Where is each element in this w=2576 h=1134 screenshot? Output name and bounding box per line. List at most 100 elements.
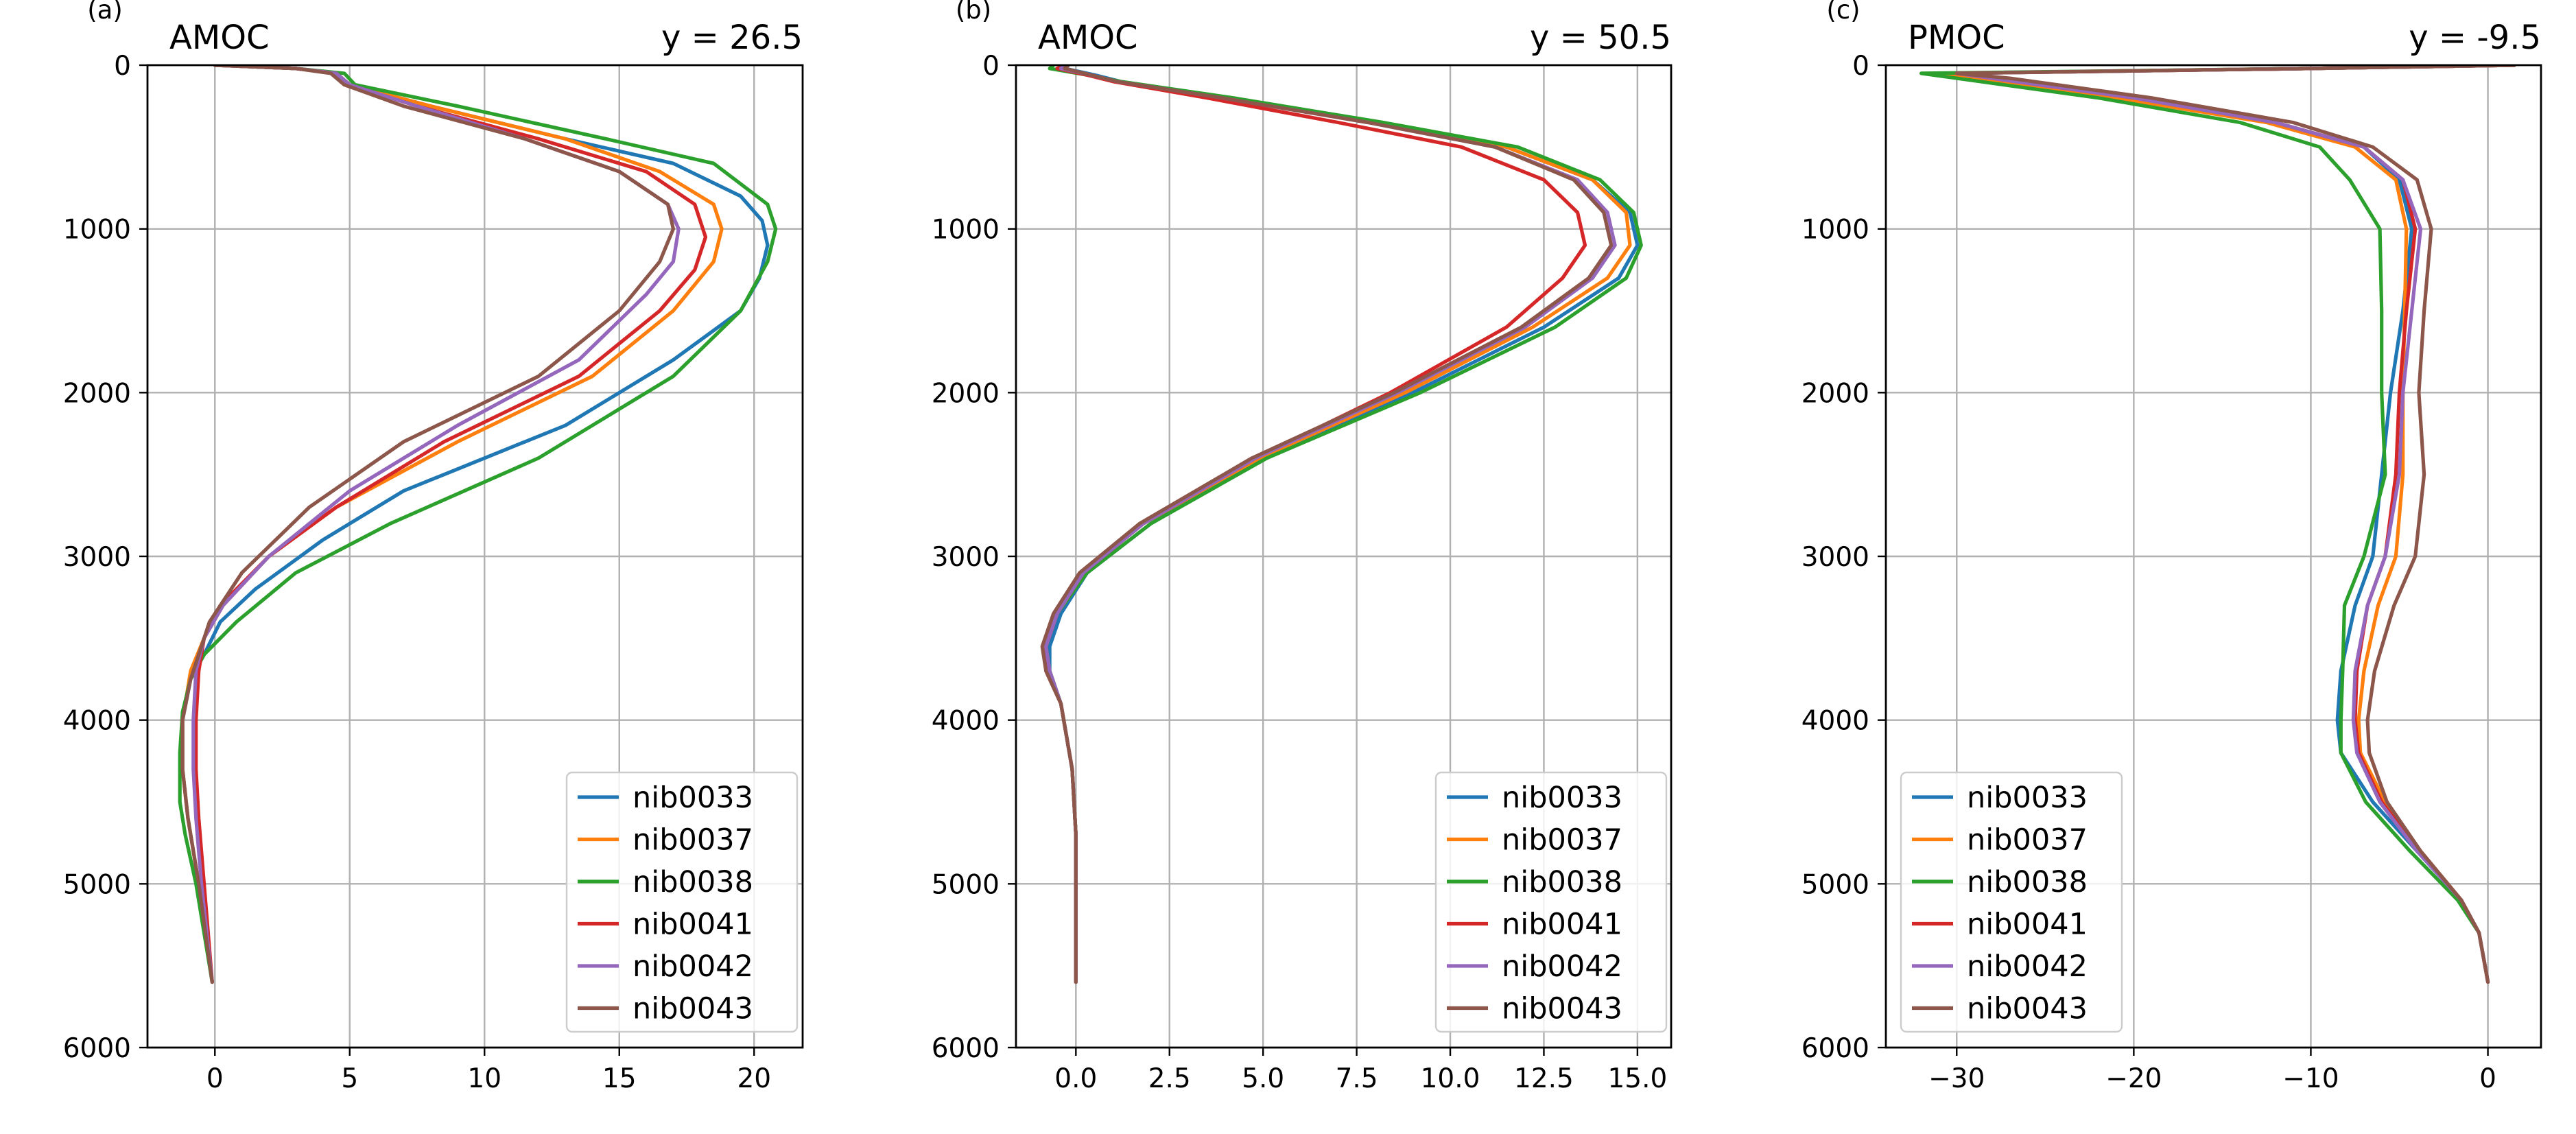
panel-a: 0 5 10 15 20 0 1000 2000 3000 4000 5000 6000 AMOC y =… — [63, 0, 804, 1094]
x-tick-label: 2.5 — [1148, 1063, 1191, 1094]
y-tick-label: 4000 — [63, 706, 131, 737]
y-tick-label: 4000 — [1801, 706, 1869, 737]
legend: nib0033 nib0037 nib0038 nib0041 nib0042 nib00… — [1434, 771, 1668, 1033]
x-tick-label: 5.0 — [1242, 1063, 1284, 1094]
panel-label: (b) — [956, 0, 991, 25]
legend-label: nib0033 — [1502, 781, 1622, 815]
y-tick-label: 5000 — [63, 869, 131, 900]
y-tick-label: 0 — [114, 51, 131, 82]
legend-box — [565, 771, 799, 1033]
x-tick-label: 0 — [2479, 1063, 2496, 1094]
legend-label: nib0038 — [1967, 865, 2088, 899]
legend-item-nib0033: nib0033 — [1912, 781, 2088, 815]
legend: nib0033 nib0037 nib0038 nib0041 nib0042 nib00… — [565, 771, 799, 1033]
series-line-nib0043 — [1040, 65, 1614, 984]
legend-item-nib0038: nib0038 — [578, 865, 753, 899]
legend-box — [1434, 771, 1668, 1033]
x-tick-label: 10 — [467, 1063, 501, 1094]
y-tick-label: 5000 — [1801, 869, 1869, 900]
x-tick-label: 12.5 — [1514, 1063, 1574, 1094]
x-tick-label: 15 — [602, 1063, 637, 1094]
legend: nib0033 nib0037 nib0038 nib0041 nib0042 nib00… — [1900, 771, 2123, 1033]
legend-box — [1900, 771, 2123, 1033]
y-tick-label: 3000 — [932, 542, 1000, 573]
y-tick-label: 3000 — [63, 542, 131, 573]
x-tick-label: −30 — [1928, 1063, 1985, 1094]
legend-label: nib0038 — [1502, 865, 1622, 899]
legend-item-nib0043: nib0043 — [1912, 992, 2088, 1026]
legend-item-nib0033: nib0033 — [1447, 781, 1622, 815]
series-line-nib0042 — [191, 65, 681, 984]
legend-label: nib0037 — [1967, 823, 2088, 858]
y-tick-label: 6000 — [932, 1033, 1000, 1064]
legend-label: nib0037 — [633, 823, 753, 858]
x-tick-label: 10.0 — [1421, 1063, 1480, 1094]
legend-label: nib0043 — [633, 992, 753, 1026]
series-line-nib0038 — [1919, 65, 2516, 984]
legend-label: nib0038 — [633, 865, 753, 899]
legend-label: nib0043 — [1967, 992, 2088, 1026]
legend-label: nib0041 — [633, 908, 753, 942]
legend-item-nib0042: nib0042 — [1912, 949, 2088, 984]
series-line-nib0038 — [178, 65, 778, 984]
legend-item-nib0037: nib0037 — [1447, 823, 1622, 858]
legend-label: nib0037 — [1502, 823, 1622, 858]
legend-label: nib0033 — [633, 781, 753, 815]
y-tick-label: 1000 — [932, 215, 1000, 246]
legend-item-nib0041: nib0041 — [1447, 908, 1622, 942]
y-tick-label: 3000 — [1801, 542, 1869, 573]
panel-label: (c) — [1826, 0, 1860, 25]
legend-item-nib0033: nib0033 — [578, 781, 753, 815]
series-group — [1040, 65, 1643, 984]
y-tick-label: 1000 — [63, 215, 131, 246]
x-tick-label: −10 — [2282, 1063, 2339, 1094]
legend-label: nib0041 — [1502, 908, 1622, 942]
y-tick-label: 0 — [1852, 51, 1869, 82]
y-tick-label: 6000 — [1801, 1033, 1869, 1064]
series-line-nib0043 — [180, 65, 676, 984]
x-tick-label: 15.0 — [1607, 1063, 1667, 1094]
panel-title-left: AMOC — [169, 19, 270, 57]
legend-label: nib0042 — [1502, 949, 1622, 984]
y-tick-label: 2000 — [932, 378, 1000, 409]
panel-title-left: AMOC — [1038, 19, 1138, 57]
panel-b: 0.0 2.5 5.0 7.5 10.0 12.5 15.0 0 1000 2000 3000 400… — [932, 0, 1673, 1094]
y-tick-label: 4000 — [932, 706, 1000, 737]
legend-label: nib0033 — [1967, 781, 2088, 815]
legend-item-nib0038: nib0038 — [1912, 865, 2088, 899]
panel-title-left: PMOC — [1908, 19, 2005, 57]
legend-item-nib0037: nib0037 — [578, 823, 753, 858]
panel-title-right: y = 50.5 — [1530, 19, 1671, 57]
x-tick-label: 0.0 — [1054, 1063, 1097, 1094]
y-tick-label: 6000 — [63, 1033, 131, 1064]
y-tick-label: 2000 — [63, 378, 131, 409]
panel-title-right: y = -9.5 — [2409, 19, 2541, 57]
panel-title-right: y = 26.5 — [661, 19, 803, 57]
x-tick-label: 5 — [341, 1063, 358, 1094]
series-line-nib0042 — [1954, 65, 2516, 984]
y-tick-label: 1000 — [1801, 215, 1869, 246]
legend-label: nib0043 — [1502, 992, 1622, 1026]
y-tick-label: 5000 — [932, 869, 1000, 900]
panel-c: −30 −20 −10 0 0 1000 2000 3000 4000 5000 6000 PMOC y… — [1801, 0, 2542, 1094]
x-tick-label: 7.5 — [1336, 1063, 1378, 1094]
x-tick-label: −20 — [2105, 1063, 2162, 1094]
legend-item-nib0042: nib0042 — [1447, 949, 1622, 984]
x-tick-label: 0 — [206, 1063, 224, 1094]
legend-item-nib0041: nib0041 — [578, 908, 753, 942]
legend-item-nib0042: nib0042 — [578, 949, 753, 984]
y-tick-label: 0 — [982, 51, 1000, 82]
legend-label: nib0042 — [1967, 949, 2088, 984]
legend-item-nib0043: nib0043 — [578, 992, 753, 1026]
x-tick-label: 20 — [737, 1063, 771, 1094]
y-tick-label: 2000 — [1801, 378, 1869, 409]
panel-label: (a) — [87, 0, 123, 25]
legend-item-nib0043: nib0043 — [1447, 992, 1622, 1026]
legend-item-nib0038: nib0038 — [1447, 865, 1622, 899]
legend-label: nib0041 — [1967, 908, 2088, 942]
legend-item-nib0037: nib0037 — [1912, 823, 2088, 858]
series-group — [178, 65, 778, 984]
series-group — [1919, 65, 2516, 984]
series-line-nib0043 — [1954, 65, 2516, 984]
